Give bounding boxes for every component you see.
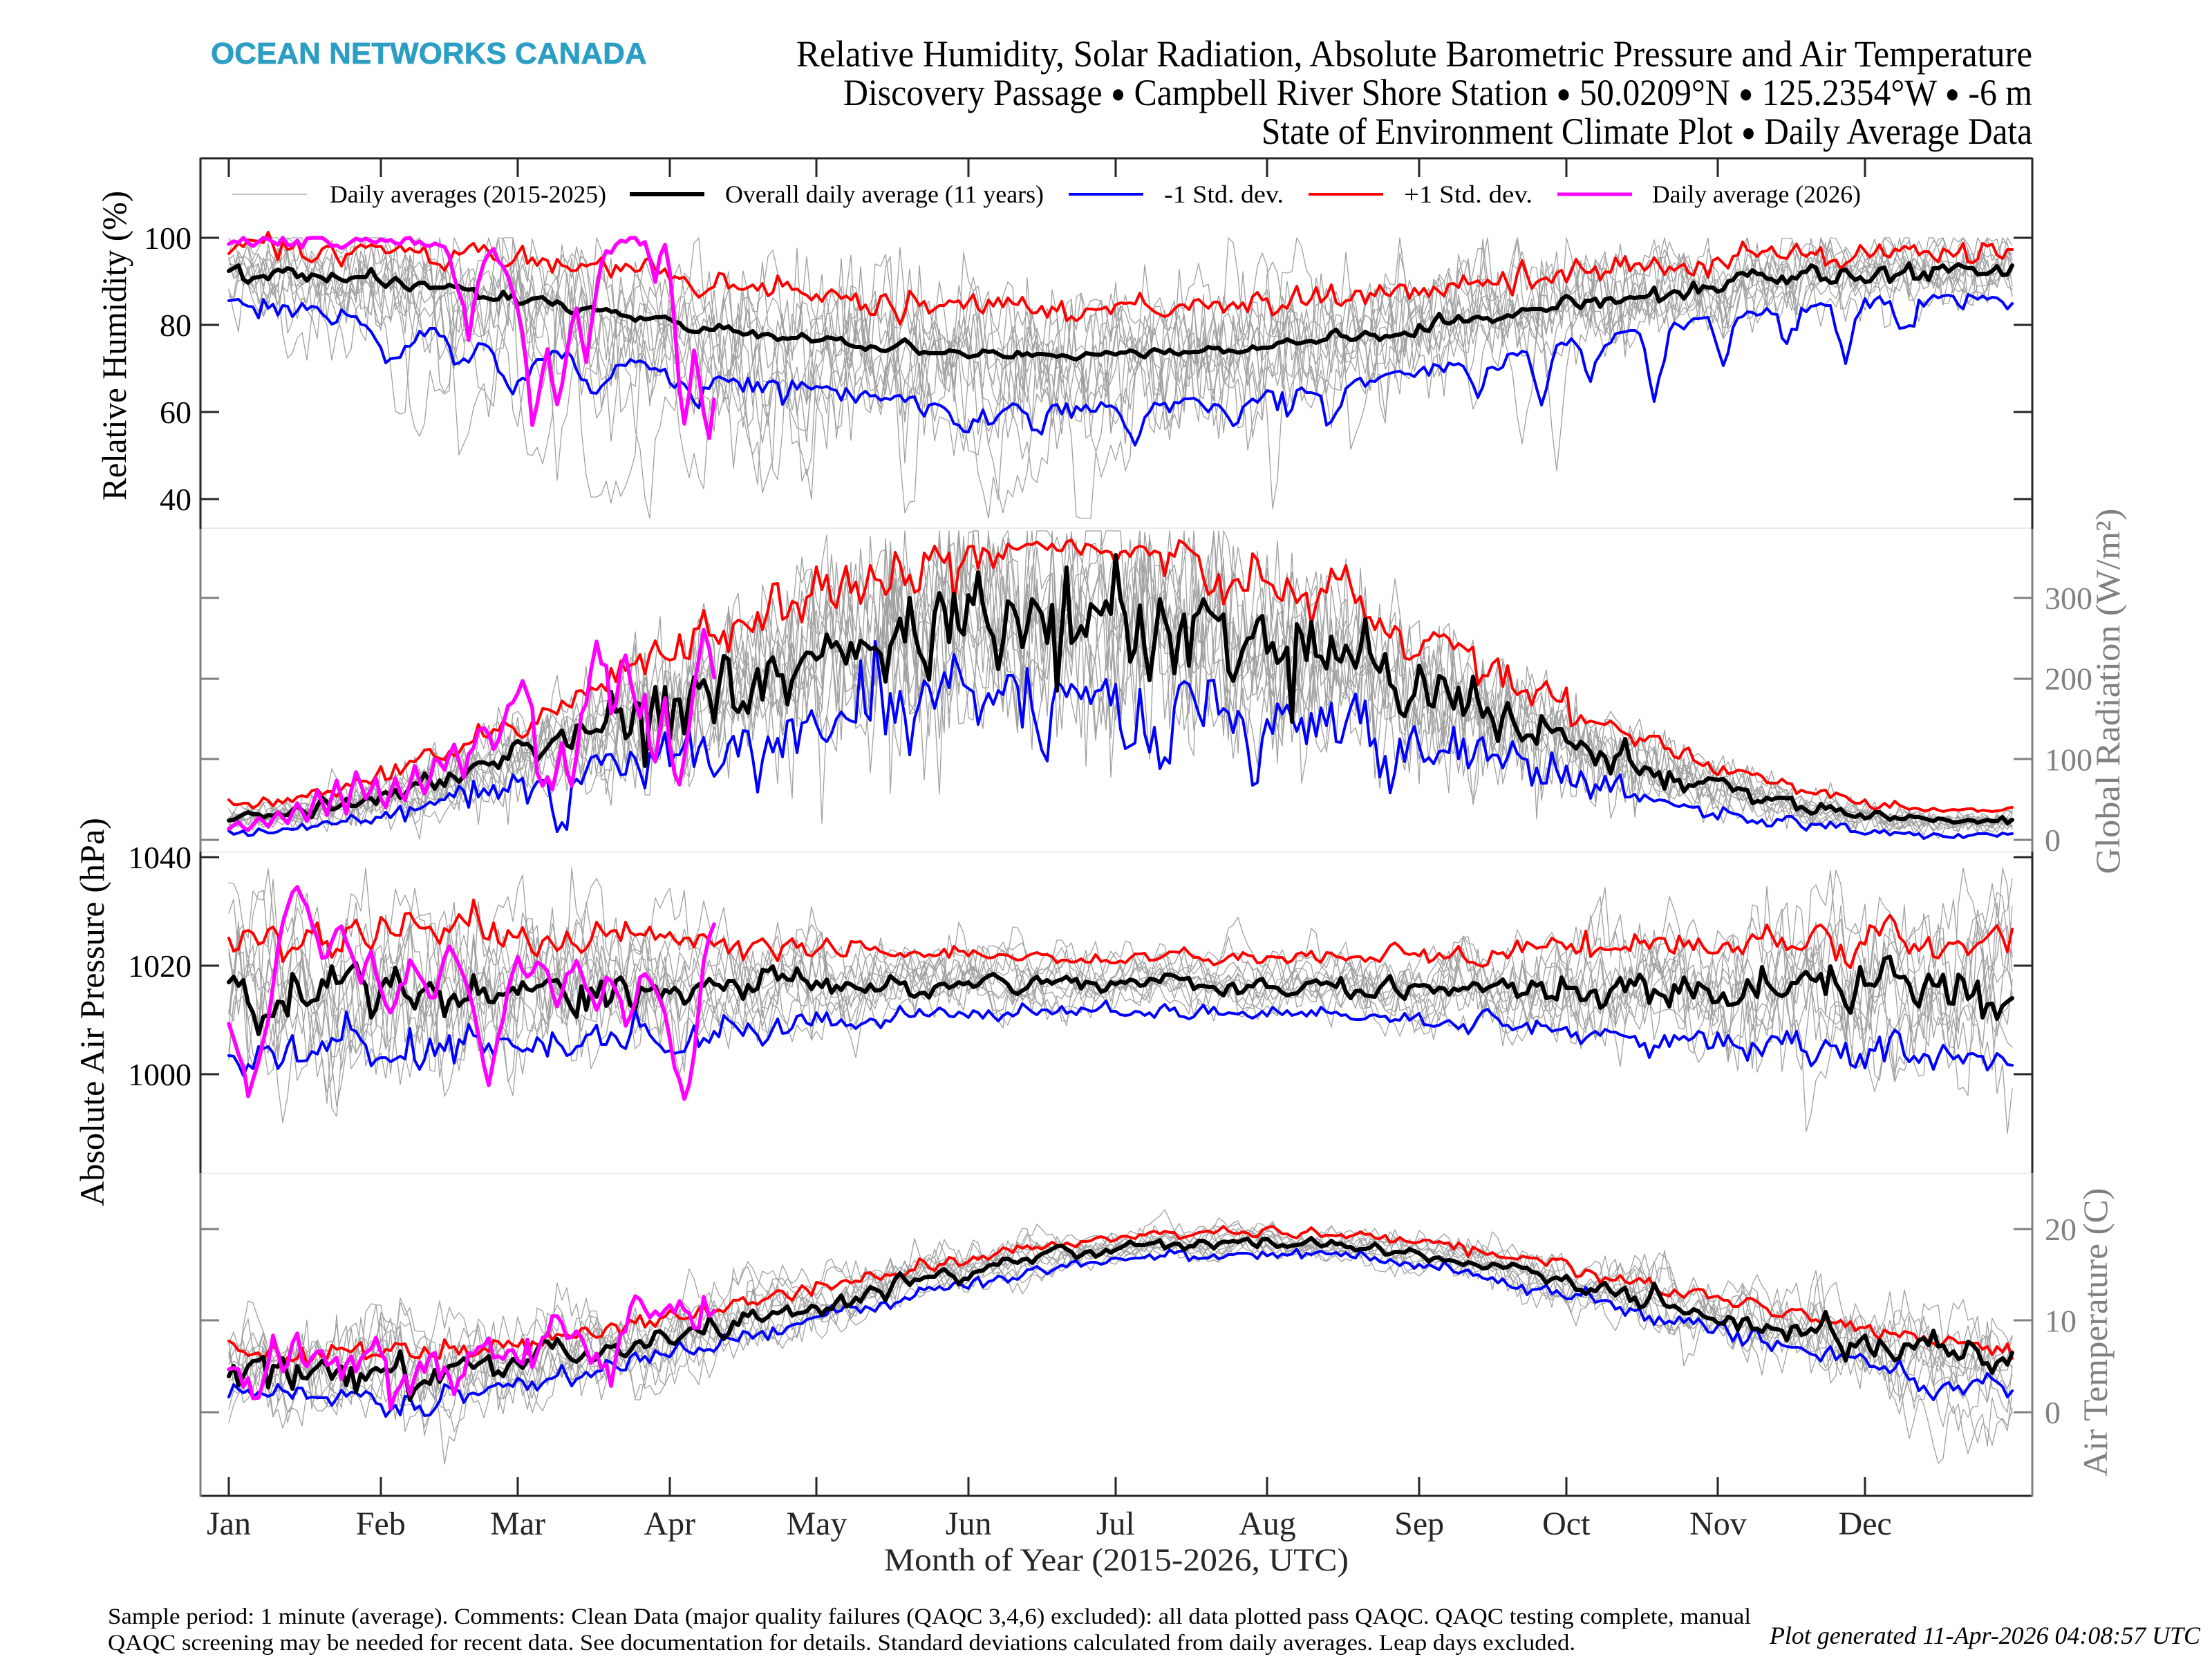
svg-text:0: 0 — [2045, 823, 2061, 858]
svg-text:Absolute Air Pressure (hPa): Absolute Air Pressure (hPa) — [73, 818, 111, 1206]
svg-text:Aug: Aug — [1239, 1506, 1296, 1542]
svg-text:Month of Year (2015-2026, UTC): Month of Year (2015-2026, UTC) — [884, 1542, 1349, 1578]
svg-text:State of Environment Climate P: State of Environment Climate Plot ● Dail… — [1262, 111, 2032, 152]
svg-text:OCEAN NETWORKS CANADA: OCEAN NETWORKS CANADA — [211, 37, 647, 71]
svg-text:Relative Humidity (%): Relative Humidity (%) — [95, 191, 133, 500]
svg-text:Nov: Nov — [1689, 1506, 1747, 1542]
svg-text:May: May — [786, 1506, 847, 1542]
svg-text:Apr: Apr — [644, 1506, 696, 1542]
svg-text:80: 80 — [160, 308, 191, 343]
svg-text:Jan: Jan — [207, 1506, 251, 1542]
svg-text:40: 40 — [160, 482, 191, 517]
svg-text:Plot generated 11-Apr-2026 04:: Plot generated 11-Apr-2026 04:08:57 UTC — [1769, 1622, 2201, 1649]
svg-text:-1 Std. dev.: -1 Std. dev. — [1164, 180, 1284, 208]
svg-text:60: 60 — [160, 395, 191, 430]
svg-text:100: 100 — [2045, 742, 2092, 777]
svg-text:Dec: Dec — [1838, 1506, 1891, 1542]
svg-text:QAQC screening may be needed f: QAQC screening may be needed for recent … — [108, 1631, 1575, 1656]
svg-text:Feb: Feb — [356, 1506, 406, 1542]
svg-text:Oct: Oct — [1542, 1506, 1591, 1542]
svg-text:Sep: Sep — [1394, 1506, 1444, 1542]
svg-text:Mar: Mar — [490, 1506, 545, 1542]
svg-text:300: 300 — [2045, 581, 2092, 616]
svg-text:200: 200 — [2045, 662, 2092, 697]
svg-text:Overall daily average (11 year: Overall daily average (11 years) — [725, 180, 1044, 208]
svg-text:Air Temperature (C): Air Temperature (C) — [2076, 1188, 2115, 1477]
svg-text:+1 Std. dev.: +1 Std. dev. — [1404, 180, 1533, 208]
svg-text:10: 10 — [2045, 1304, 2077, 1339]
svg-text:Sample period: 1 minute (avera: Sample period: 1 minute (average). Comme… — [108, 1604, 1751, 1629]
svg-text:1040: 1040 — [128, 840, 191, 875]
svg-text:Jun: Jun — [946, 1506, 992, 1542]
svg-text:Relative Humidity, Solar Radia: Relative Humidity, Solar Radiation, Abso… — [796, 33, 2032, 75]
svg-text:1000: 1000 — [128, 1057, 191, 1092]
svg-text:Global Radiation (W/m²): Global Radiation (W/m²) — [2088, 509, 2127, 874]
svg-text:100: 100 — [144, 221, 191, 256]
svg-text:1020: 1020 — [128, 948, 191, 984]
svg-text:Daily averages (2015-2025): Daily averages (2015-2025) — [330, 180, 606, 208]
svg-text:Jul: Jul — [1096, 1506, 1135, 1542]
svg-text:Daily average (2026): Daily average (2026) — [1652, 180, 1861, 208]
svg-text:20: 20 — [2045, 1212, 2077, 1247]
svg-text:0: 0 — [2045, 1395, 2061, 1430]
svg-text:Discovery Passage ● Campbell R: Discovery Passage ● Campbell River Shore… — [843, 72, 2032, 113]
